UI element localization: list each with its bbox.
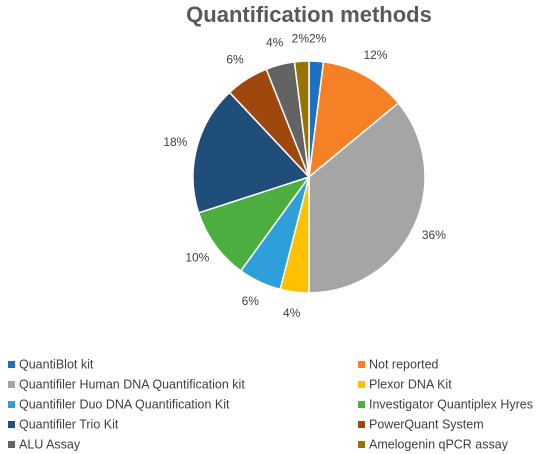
legend-swatch [358, 421, 365, 428]
legend-swatch [8, 441, 15, 448]
legend-swatch [358, 441, 365, 448]
legend-swatch [8, 401, 15, 408]
legend-label: ALU Assay [19, 437, 81, 451]
legend-label: Not reported [369, 357, 439, 371]
pie-slice [308, 61, 400, 179]
pie-slice [192, 91, 311, 214]
legend-swatch [358, 361, 365, 368]
data-label: 4% [283, 306, 301, 320]
data-label: 2% [292, 31, 310, 45]
pie-slice [293, 60, 310, 178]
chart-title: Quantification methods [186, 2, 432, 27]
legend-swatch [358, 401, 365, 408]
legend-label: QuantiBlot kit [19, 357, 94, 371]
legend-label: Quantifiler Duo DNA Quantification Kit [19, 397, 230, 411]
pie-slice [308, 102, 426, 294]
legend-swatch [8, 381, 15, 388]
data-label: 2% [309, 31, 327, 45]
data-label: 18% [163, 135, 187, 149]
legend-swatch [358, 381, 365, 388]
legend-label: Investigator Quantiplex Hyres [369, 397, 533, 411]
legend-label: Quantifiler Trio Kit [19, 417, 119, 431]
legend-label: PowerQuant System [369, 417, 484, 431]
pie-slice [197, 175, 311, 272]
legend-label: Plexor DNA Kit [369, 377, 452, 391]
data-label: 6% [226, 53, 244, 67]
data-label: 6% [242, 294, 260, 308]
data-label: 12% [363, 48, 387, 62]
legend-label: Quantifiler Human DNA Quantification kit [19, 377, 245, 391]
data-label: 10% [185, 250, 209, 264]
data-label: 36% [422, 228, 446, 242]
legend-swatch [8, 361, 15, 368]
legend-swatch [8, 421, 15, 428]
data-label: 4% [266, 36, 284, 50]
legend-label: Amelogenin qPCR assay [369, 437, 509, 451]
